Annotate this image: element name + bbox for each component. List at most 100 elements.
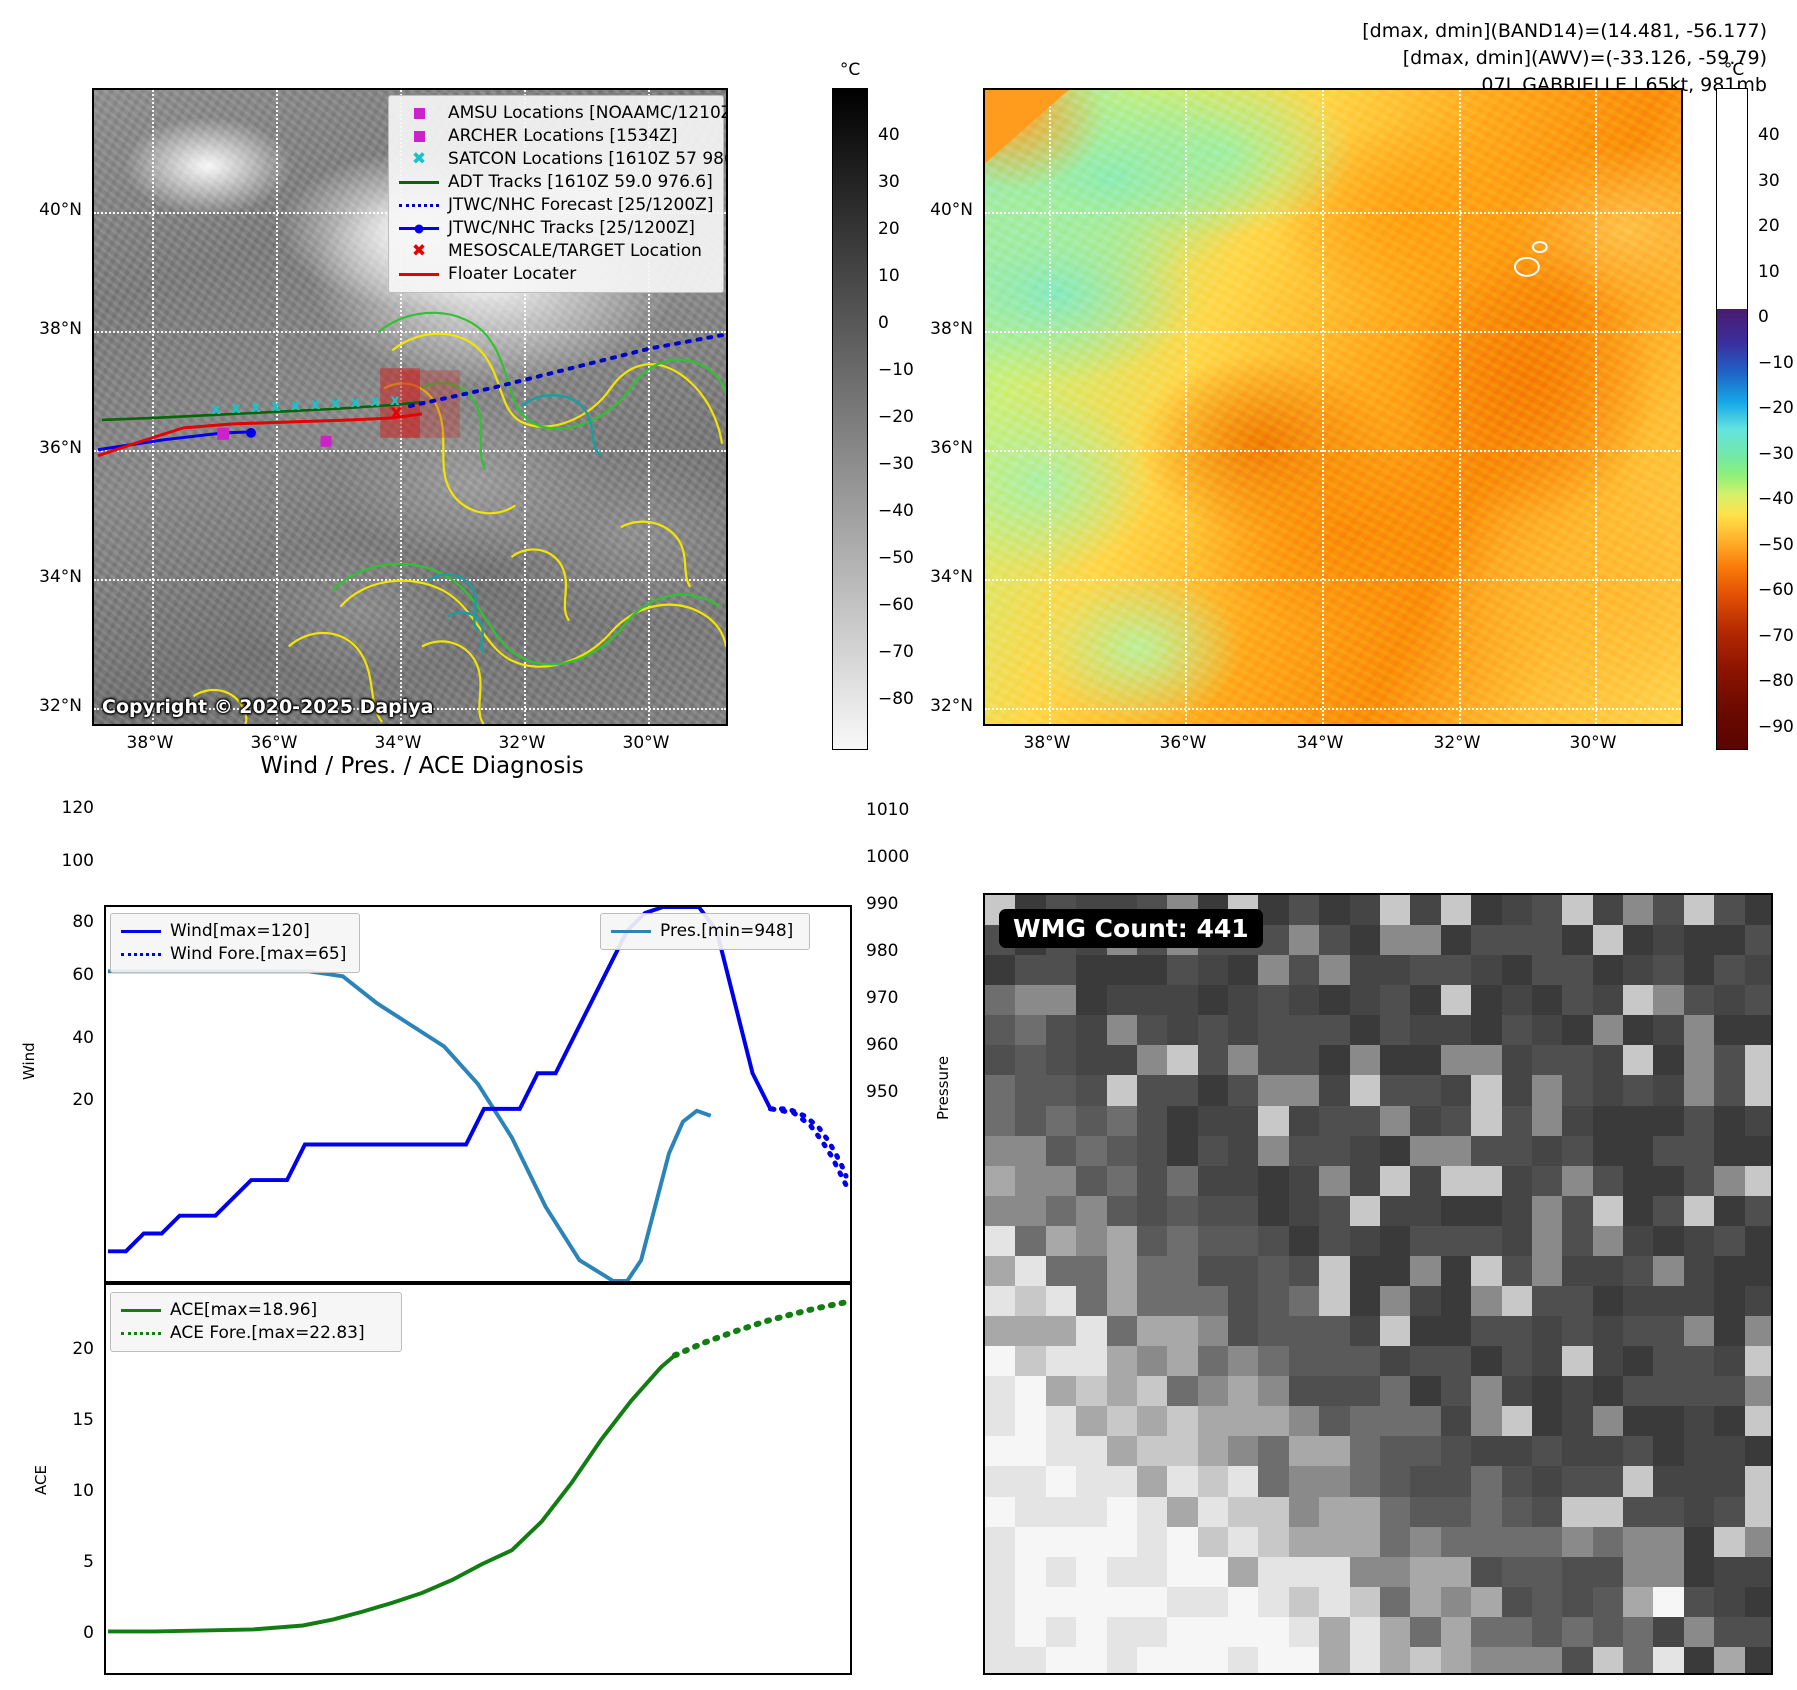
wmg-grid-cell xyxy=(1592,1526,1625,1558)
wmg-grid-cell xyxy=(1653,1526,1685,1558)
ir-xtick: 32°W xyxy=(498,733,546,753)
ace-ytick: 5 xyxy=(83,1552,94,1572)
wmg-grid-cell xyxy=(1045,1346,1078,1378)
wmg-grid-cell xyxy=(1531,1466,1564,1498)
ir-legend[interactable]: AMSU Locations [NOAAMC/1210Z 44 990] ARC… xyxy=(388,95,726,293)
wmg-grid-cell xyxy=(1531,1316,1564,1348)
svg-text:x: x xyxy=(311,395,321,413)
wmg-grid-cell xyxy=(1471,1616,1503,1648)
wmg-grid-cell xyxy=(1440,1406,1473,1438)
panel-wmg[interactable]: WMG Count: 441 xyxy=(983,893,1773,1675)
wmg-grid-cell xyxy=(1228,1646,1260,1673)
wmg-grid-cell xyxy=(1258,1225,1290,1257)
legend-item: ACE[max=18.96] xyxy=(118,1299,392,1322)
wmg-grid-cell xyxy=(1471,1255,1503,1287)
wmg-grid-cell xyxy=(1167,1556,1199,1588)
wmg-grid-cell xyxy=(1501,1105,1533,1137)
wmg-grid-cell xyxy=(1562,895,1594,927)
wmg-grid-cell xyxy=(1136,1286,1169,1318)
wmg-grid-cell xyxy=(1714,1526,1746,1558)
wmg-grid-cell xyxy=(1592,1556,1625,1588)
svg-text:x: x xyxy=(390,401,402,423)
wmg-grid-cell xyxy=(1592,1195,1625,1227)
wmg-grid-cell xyxy=(1531,1255,1564,1287)
wmg-grid-cell xyxy=(1258,985,1290,1017)
wmg-grid-cell xyxy=(1380,1496,1412,1528)
wmg-grid-cell xyxy=(1653,1015,1685,1047)
wmg-grid-cell xyxy=(1258,1135,1290,1167)
wmg-grid-cell xyxy=(1349,1616,1381,1648)
wmg-grid-cell xyxy=(1683,925,1716,957)
wmg-grid-cell xyxy=(1562,1255,1594,1287)
wmg-grid-cell xyxy=(1714,1165,1746,1197)
wmg-grid-cell xyxy=(1501,1616,1533,1648)
jtwc-track-icon xyxy=(396,224,442,233)
wmg-grid-cell xyxy=(1228,1135,1260,1167)
wmg-grid-cell xyxy=(1380,1436,1412,1468)
ace-legend[interactable]: ACE[max=18.96] ACE Fore.[max=22.83] xyxy=(110,1292,402,1352)
wmg-grid-cell xyxy=(1319,1436,1351,1468)
wmg-grid-cell xyxy=(1136,1406,1169,1438)
wmg-grid-cell xyxy=(1531,1616,1564,1648)
wmg-grid-cell xyxy=(1136,955,1169,987)
wmg-grid-cell xyxy=(1136,1586,1169,1618)
wmg-grid-cell xyxy=(1501,1436,1533,1468)
wmg-grid-cell xyxy=(985,1015,1017,1047)
wmg-grid-cell xyxy=(1744,1195,1771,1227)
pressure-ytick: 970 xyxy=(866,988,899,1008)
wind-legend[interactable]: Wind[max=120] Wind Fore.[max=65] xyxy=(110,913,360,973)
wmg-grid-cell xyxy=(1562,1316,1594,1348)
panel-awv[interactable] xyxy=(983,88,1683,726)
wmg-grid-cell xyxy=(1106,1015,1138,1047)
wmg-grid-cell xyxy=(1106,1406,1138,1438)
wmg-grid-cell xyxy=(1440,1105,1473,1137)
wmg-grid-cell xyxy=(1288,1496,1321,1528)
wmg-grid-cell xyxy=(1623,1286,1655,1318)
wmg-grid-cell xyxy=(1471,1346,1503,1378)
ir-cbar-tick: −50 xyxy=(878,548,914,568)
wmg-grid-cell xyxy=(1167,985,1199,1017)
wmg-grid-cell xyxy=(1349,1075,1381,1107)
wmg-grid-cell xyxy=(1136,1195,1169,1227)
awv-cbar-tick: 40 xyxy=(1758,125,1780,145)
wmg-grid-cell xyxy=(1106,1556,1138,1588)
wmg-grid-cell xyxy=(1744,925,1771,957)
wmg-grid-cell xyxy=(1440,1075,1473,1107)
wmg-grid-cell xyxy=(1683,1135,1716,1167)
ace-ytick: 10 xyxy=(72,1481,94,1501)
wmg-grid-cell xyxy=(1076,985,1108,1017)
wmg-grid-cell xyxy=(985,955,1017,987)
ir-xtick: 38°W xyxy=(126,733,174,753)
ir-cbar-tick: −70 xyxy=(878,642,914,662)
wmg-grid-cell xyxy=(1683,1376,1716,1408)
pressure-ytick: 960 xyxy=(866,1035,899,1055)
wmg-grid-cell xyxy=(1288,1586,1321,1618)
wmg-grid-cell xyxy=(1197,1286,1230,1318)
wmg-grid-cell xyxy=(1136,1646,1169,1673)
wmg-grid-cell xyxy=(1714,1255,1746,1287)
wmg-grid-cell xyxy=(1562,1466,1594,1498)
wmg-grid-cell xyxy=(1623,1466,1655,1498)
wmg-grid-cell xyxy=(1714,895,1746,927)
wmg-grid-cell xyxy=(1653,1105,1685,1137)
wmg-grid-cell xyxy=(1015,1316,1047,1348)
wmg-grid-cell xyxy=(1258,1015,1290,1047)
wmg-grid-cell xyxy=(1714,1105,1746,1137)
awv-colorbar-unit: °C xyxy=(1723,60,1745,80)
wmg-grid-cell xyxy=(1683,1105,1716,1137)
pressure-legend[interactable]: Pres.[min=948] xyxy=(600,913,810,950)
pressure-ytick: 1010 xyxy=(866,800,910,820)
awv-colorbar: °C 40 30 20 10 0 −10 −20 −30 −40 −50 −60… xyxy=(1712,60,1797,750)
wmg-grid-cell xyxy=(1228,1496,1260,1528)
adt-line-icon xyxy=(396,181,442,184)
wmg-grid-cell xyxy=(1258,1255,1290,1287)
wmg-grid-cell xyxy=(1288,1255,1321,1287)
wmg-grid-cell xyxy=(1197,1165,1230,1197)
wmg-grid-cell xyxy=(1045,955,1078,987)
wmg-grid-cell xyxy=(1683,1225,1716,1257)
wmg-grid-cell xyxy=(1380,1195,1412,1227)
wmg-grid-cell xyxy=(1714,1195,1746,1227)
wmg-grid-cell xyxy=(1714,1045,1746,1077)
wmg-grid-cell xyxy=(1076,1466,1108,1498)
